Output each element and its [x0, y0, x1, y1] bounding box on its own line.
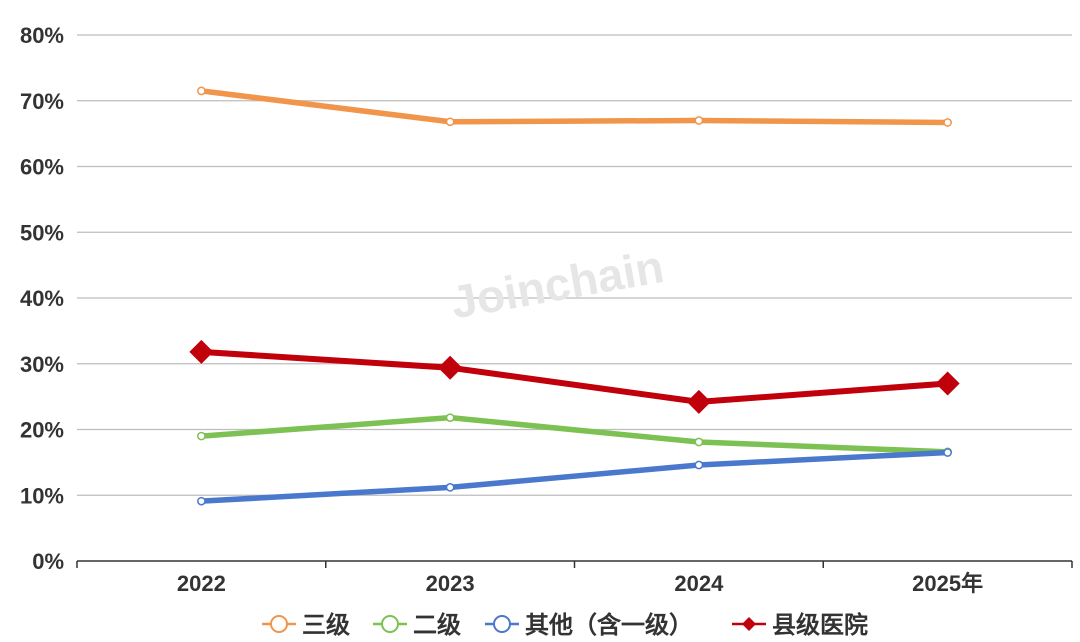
y-tick-label: 70%: [20, 89, 64, 114]
data-point: [445, 413, 455, 423]
y-tick-label: 50%: [20, 220, 64, 245]
series-4: [189, 339, 960, 414]
grid-lines: [77, 34, 1072, 496]
data-point: [197, 496, 206, 506]
x-tick-label: 2022: [177, 571, 226, 596]
x-tick-label: 2024: [674, 571, 724, 596]
data-point-diamond: [686, 389, 711, 414]
legend-label: 其他（含一级）: [525, 611, 693, 639]
series-layer: [189, 86, 960, 506]
legend-item: 县级医院: [732, 611, 868, 639]
legend-circle-icon: [381, 615, 399, 633]
y-tick-label: 20%: [20, 418, 64, 443]
data-point: [943, 118, 952, 127]
y-tick-label: 0%: [32, 549, 64, 574]
series-line: [198, 88, 951, 126]
series-1: [197, 86, 952, 127]
data-point: [694, 437, 704, 447]
legend-item: 二级: [373, 611, 461, 639]
series-line: [198, 449, 951, 504]
data-point: [197, 431, 206, 441]
data-point: [943, 448, 952, 457]
series-2: [197, 413, 952, 457]
data-point: [197, 86, 206, 96]
legend-label: 三级: [302, 611, 350, 639]
data-point-diamond: [935, 371, 960, 396]
data-point: [694, 460, 704, 470]
series-line: [198, 414, 951, 455]
data-point-diamond: [438, 355, 463, 380]
y-tick-label: 80%: [20, 23, 64, 48]
data-point: [445, 483, 455, 492]
x-tick-label: 2025年: [912, 571, 983, 596]
series-3: [197, 448, 952, 506]
series-line: [198, 348, 951, 405]
data-point: [694, 116, 704, 125]
y-axis-ticks: 0% 10% 20% 30% 40% 50% 60% 70% 80%: [20, 23, 64, 574]
y-tick-label: 40%: [20, 286, 64, 311]
watermark: Joinchain: [447, 240, 667, 328]
legend: 三级 二级 其他（含一级） 县级医院: [262, 611, 868, 639]
legend-item: 其他（含一级）: [485, 611, 693, 639]
y-tick-label: 10%: [20, 483, 64, 508]
x-tick-label: 2023: [426, 571, 475, 596]
legend-label: 县级医院: [772, 611, 868, 639]
x-axis: 2022 2023 2024 2025年: [76, 560, 1073, 596]
legend-circle-icon: [270, 615, 288, 633]
legend-diamond-icon: [742, 617, 756, 631]
legend-circle-icon: [493, 615, 511, 633]
legend-item: 三级: [262, 611, 350, 639]
data-point: [445, 117, 455, 127]
y-tick-label: 30%: [20, 352, 64, 377]
y-tick-label: 60%: [20, 155, 64, 180]
data-point-diamond: [189, 339, 214, 364]
legend-label: 二级: [413, 611, 461, 639]
